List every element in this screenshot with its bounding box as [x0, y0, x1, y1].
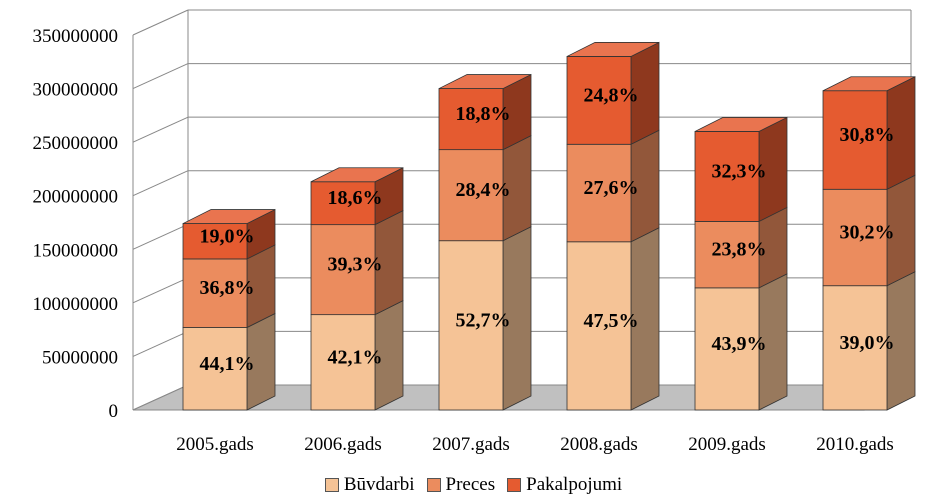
- gridline-left-1: [132, 330, 189, 357]
- data-label-1-0: 42,1%: [328, 346, 383, 368]
- data-label-0-0: 44,1%: [200, 353, 255, 375]
- bar-top-5: [822, 76, 916, 92]
- data-label-2-0: 52,7%: [456, 309, 511, 331]
- bar-segment-5-2: [822, 90, 888, 190]
- bar-top-0: [182, 209, 276, 224]
- gridline-left-6: [132, 63, 189, 90]
- x-tick-label-1: 2006.gads: [304, 434, 382, 455]
- bar-top-2: [438, 74, 532, 89]
- bar-top-1: [310, 167, 404, 183]
- data-label-4-1: 23,8%: [712, 239, 767, 261]
- data-label-5-0: 39,0%: [840, 332, 895, 354]
- legend-swatch-preces: [426, 478, 441, 492]
- data-label-3-1: 27,6%: [584, 177, 639, 199]
- gridline-left-2: [132, 277, 189, 304]
- gridline-left-7: [132, 9, 189, 36]
- data-label-2-1: 28,4%: [456, 179, 511, 201]
- legend-label-buvdarbi: Būvdarbi: [343, 474, 415, 495]
- y-tick-label: 300000000: [33, 80, 119, 101]
- bar-segment-2-2: [438, 88, 504, 151]
- data-label-5-2: 30,8%: [840, 124, 895, 146]
- y-tick-label: 250000000: [33, 133, 119, 154]
- x-tick-label-4: 2009.gads: [688, 434, 766, 455]
- data-label-4-0: 43,9%: [712, 333, 767, 355]
- data-label-3-0: 47,5%: [584, 310, 639, 332]
- x-tick-label-3: 2008.gads: [560, 434, 638, 455]
- legend-item-pakalpojumi: Pakalpojumi: [507, 474, 622, 496]
- legend: Būvdarbi Preces Pakalpojumi: [0, 472, 947, 498]
- data-label-1-2: 18,6%: [328, 187, 383, 209]
- data-label-5-1: 30,2%: [840, 222, 895, 244]
- bar-segment-2-1: [438, 149, 504, 242]
- legend-swatch-buvdarbi: [324, 478, 339, 492]
- legend-item-buvdarbi: Būvdarbi: [324, 474, 415, 496]
- gridline-left-5: [132, 116, 189, 143]
- y-tick-label: 0: [109, 401, 119, 422]
- stacked-3d-bar-chart: 0 50000000 100000000 150000000 200000000 2500…: [33, 9, 916, 455]
- x-tick-label-5: 2010.gads: [816, 434, 894, 455]
- data-label-0-1: 36,8%: [200, 277, 255, 299]
- gridline-left-3: [132, 223, 189, 250]
- x-tick-label-2: 2007.gads: [432, 434, 510, 455]
- bar-segment-4-1: [694, 221, 760, 289]
- bar-segment-5-0: [822, 285, 888, 411]
- data-label-3-2: 24,8%: [584, 84, 639, 106]
- y-tick-label: 150000000: [33, 240, 119, 261]
- legend-item-preces: Preces: [426, 474, 496, 496]
- bar-segment-4-2: [694, 131, 760, 222]
- data-label-1-1: 39,3%: [328, 254, 383, 276]
- bar-segment-2-0: [438, 240, 504, 411]
- bar-segment-0-2: [182, 223, 248, 260]
- y-tick-label: 350000000: [33, 26, 119, 47]
- data-label-0-2: 19,0%: [200, 225, 255, 247]
- legend-label-pakalpojumi: Pakalpojumi: [526, 474, 623, 495]
- bar-top-3: [566, 42, 660, 57]
- legend-label-preces: Preces: [445, 474, 496, 495]
- bar-segment-3-1: [566, 143, 632, 243]
- legend-swatch-pakalpojumi: [507, 478, 522, 492]
- bar-segment-3-0: [566, 241, 632, 411]
- bar-segment-5-1: [822, 188, 888, 287]
- bar-segment-1-1: [310, 224, 376, 316]
- bar-segment-1-2: [310, 181, 376, 226]
- y-tick-label: 200000000: [33, 187, 119, 208]
- bar-segment-0-1: [182, 258, 248, 328]
- data-label-4-2: 32,3%: [712, 160, 767, 182]
- bar-segment-0-0: [182, 327, 248, 411]
- bar-top-4: [694, 117, 788, 132]
- bar-segment-4-0: [694, 287, 760, 411]
- gridline-left-4: [132, 170, 189, 197]
- x-tick-label-0: 2005.gads: [176, 434, 254, 455]
- bar-segment-3-2: [566, 56, 632, 145]
- data-label-2-2: 18,8%: [456, 103, 511, 125]
- y-tick-label: 100000000: [33, 294, 119, 315]
- y-tick-label: 50000000: [42, 347, 118, 368]
